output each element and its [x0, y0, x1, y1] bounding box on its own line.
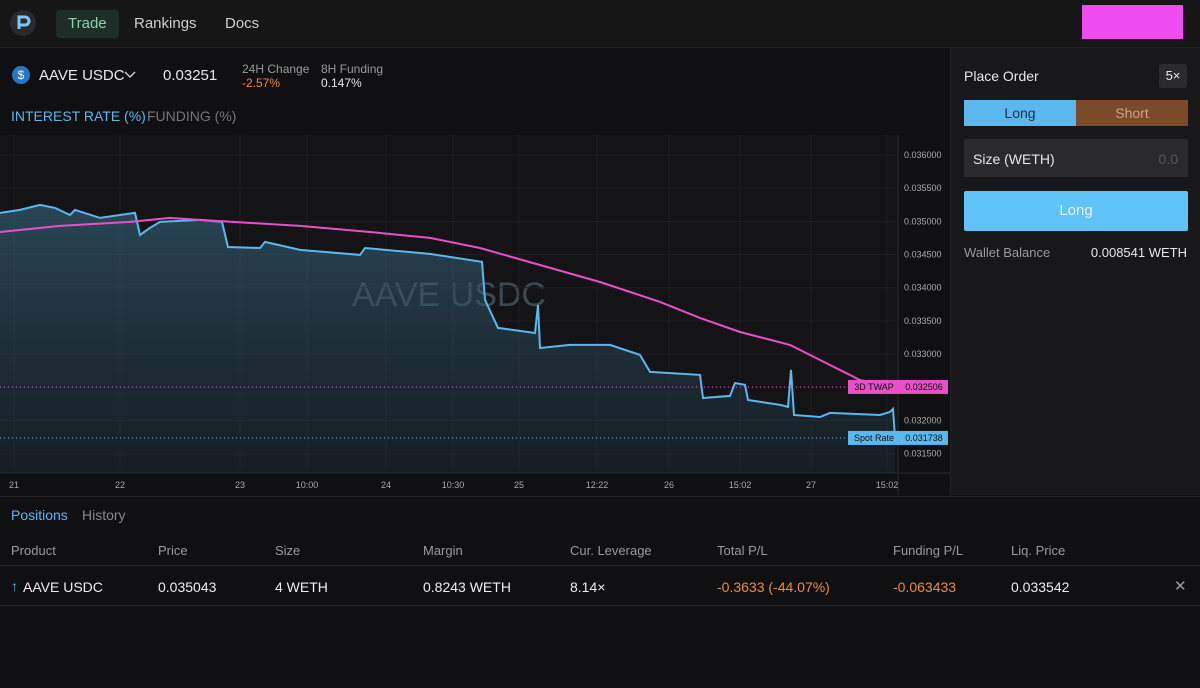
cell: -0.063433 — [893, 579, 957, 595]
chevron[interactable] — [124, 70, 136, 80]
x-tick-label: 22 — [115, 480, 125, 490]
y-tick-label: 0.035500 — [904, 183, 942, 193]
panel-title: Place Order — [964, 68, 1039, 84]
current-value: 0.032506 — [905, 382, 943, 392]
series-name: Spot Rate — [854, 433, 894, 443]
tab[interactable]: Positions — [11, 507, 68, 523]
value-box — [900, 379, 948, 394]
nav-item[interactable]: Rankings — [134, 15, 197, 32]
x-tick-label: 23 — [235, 480, 245, 490]
line — [0, 203, 896, 438]
x-tick-label: 25 — [514, 480, 524, 490]
x-tick-label: 10:00 — [296, 480, 319, 490]
header: Trade Rankings Docs — [0, 0, 1200, 48]
wallet-button[interactable] — [1082, 5, 1183, 39]
x-tick-label: 12:22 — [586, 480, 609, 490]
size-input[interactable]: Size (WETH) 0.0 — [964, 139, 1188, 177]
y-tick-label: 0.031500 — [904, 449, 942, 459]
logo[interactable] — [10, 10, 36, 36]
cell: AAVE USDC — [23, 579, 103, 595]
column-header: Product — [11, 543, 56, 558]
positions: Positions History ↑ ✕ Product Price Size Ma… — [0, 496, 1200, 688]
y-tick-label: 0.032000 — [904, 416, 942, 426]
tab[interactable]: History — [82, 507, 126, 523]
nav-item[interactable]: Trade — [56, 10, 119, 38]
funding-label: 8H Funding — [321, 62, 384, 76]
size-label: Size (WETH) — [973, 151, 1055, 167]
y-tick-label: 0.033500 — [904, 316, 942, 326]
column-header: Cur. Leverage — [570, 543, 652, 558]
column-header: Funding P/L — [893, 543, 964, 558]
cell: 0.035043 — [158, 579, 217, 595]
direction-icon: ↑ — [11, 578, 18, 594]
line — [0, 216, 899, 388]
submit-button[interactable]: Long — [964, 191, 1188, 231]
change: -2.57% — [242, 76, 281, 90]
column-header: Margin — [423, 543, 463, 558]
svg-text:$: $ — [18, 68, 25, 82]
y-tick-label: 0.036000 — [904, 150, 942, 160]
x-tick-label: 10:30 — [442, 480, 465, 490]
x-tick-label: 24 — [381, 480, 391, 490]
pair[interactable]: AAVE USDC — [39, 67, 125, 84]
market-bar: $ AAVE USDC 0.03251 24H Change -2.57% 8H… — [0, 50, 950, 98]
label-box — [848, 379, 900, 394]
funding: 0.147% — [321, 76, 362, 90]
cell: -0.3633 (-44.07%) — [717, 579, 830, 595]
price: 0.03251 — [163, 67, 218, 84]
label-box — [848, 430, 900, 445]
close-button[interactable]: ✕ — [1174, 578, 1187, 595]
change-label: 24H Change — [242, 62, 310, 76]
tab[interactable]: INTEREST RATE (%) — [11, 108, 146, 124]
column-header: Size — [275, 543, 301, 558]
short-tab[interactable]: Short — [1076, 100, 1188, 126]
x-tick-label: 15:02 — [729, 480, 752, 490]
divider — [0, 605, 1200, 606]
cell: 8.14× — [570, 579, 606, 595]
cell: 0.033542 — [1011, 579, 1070, 595]
chart: AAVE USDC 0.0315000.0320000.0325000.0330… — [0, 135, 950, 495]
column-header: Total P/L — [717, 543, 768, 558]
current-value: 0.031738 — [905, 433, 943, 443]
x-tick-label: 15:02 — [876, 480, 899, 490]
order-panel: Place Order 5× Long Short Size (WETH) 0.… — [950, 48, 1200, 495]
leverage[interactable]: 5× — [1159, 64, 1187, 88]
cell: 4 WETH — [275, 579, 328, 595]
divider — [0, 565, 1200, 566]
coin-icon: $ — [12, 66, 30, 84]
column-header: Price — [158, 543, 188, 558]
long-tab[interactable]: Long — [964, 100, 1076, 126]
x-tick-label: 26 — [664, 480, 674, 490]
y-tick-label: 0.034500 — [904, 250, 942, 260]
wallet-label: Wallet Balance — [964, 245, 1051, 260]
y-tick-label: 0.034000 — [904, 283, 942, 293]
nav-item[interactable]: Docs — [225, 15, 260, 32]
column-header: Liq. Price — [1011, 543, 1066, 558]
size-placeholder: 0.0 — [1158, 151, 1178, 167]
y-tick-label: 0.035000 — [904, 216, 942, 226]
area — [0, 204, 895, 473]
y-tick-label: 0.033000 — [904, 349, 942, 359]
x-tick-label: 27 — [806, 480, 816, 490]
cell: 0.8243 WETH — [423, 579, 511, 595]
x-tick-label: 21 — [9, 480, 19, 490]
value-box — [900, 430, 948, 445]
tab[interactable]: FUNDING (%) — [147, 108, 237, 124]
wallet-balance: 0.008541 WETH — [1090, 245, 1187, 260]
series-name: 3D TWAP — [854, 382, 894, 392]
